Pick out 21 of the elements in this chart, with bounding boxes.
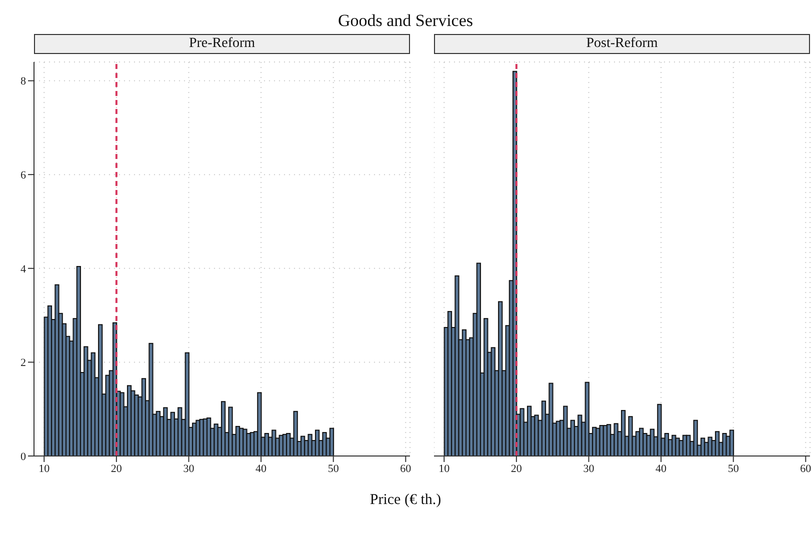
x-axis-title: Price (€ th.) [368, 492, 442, 509]
y-tick-label: 2 [20, 357, 26, 370]
y-tick-label: 8 [20, 76, 26, 88]
x-tick-label: 30 [583, 462, 595, 475]
y-tick-label: 4 [20, 263, 26, 276]
x-tick-label: 40 [256, 462, 268, 475]
x-tick-label: 60 [400, 462, 412, 475]
chart-subtitle: Pre-Reform [34, 34, 410, 54]
x-tick-label: 10 [38, 462, 50, 475]
y-tick-label: 0 [20, 450, 26, 463]
x-tick-label: 50 [328, 462, 340, 475]
x-tick-label: 30 [183, 462, 195, 475]
x-tick-label: 20 [110, 462, 122, 475]
chart-subtitle: Post-Reform [434, 34, 810, 54]
chart-title: Goods and Services [336, 10, 474, 32]
x-tick-label: 40 [656, 462, 668, 475]
y-tick-label: 6 [20, 169, 26, 182]
x-tick-label: 20 [510, 462, 522, 475]
x-tick-label: 50 [728, 462, 740, 475]
x-tick-label: 10 [438, 462, 450, 475]
x-tick-label: 60 [800, 462, 811, 475]
